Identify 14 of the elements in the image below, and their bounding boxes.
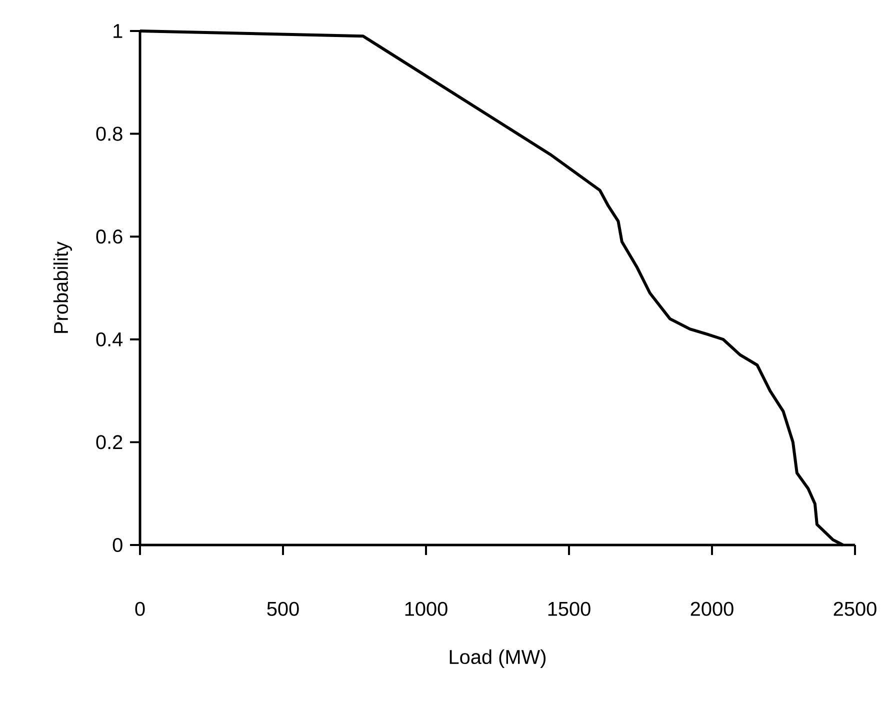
x-tick-label: 2000	[690, 602, 734, 616]
y-tick-label: 0.2	[96, 435, 122, 450]
y-tick-label: 1	[114, 24, 122, 38]
y-axis-title: Probability	[53, 242, 72, 333]
x-tick-label: 1000	[405, 602, 448, 616]
x-tick-label: 0	[135, 602, 145, 616]
y-tick-label: 0.4	[96, 332, 123, 346]
x-tick-label: 2500	[834, 602, 876, 616]
x-tick-label: 1500	[548, 602, 590, 616]
y-tick-label: 0.8	[96, 126, 122, 141]
x-axis-title: Load (MW)	[450, 649, 546, 668]
y-tick-label: 0	[112, 538, 122, 552]
x-tick-label: 500	[267, 602, 299, 616]
y-tick-label: 0.6	[96, 230, 122, 244]
